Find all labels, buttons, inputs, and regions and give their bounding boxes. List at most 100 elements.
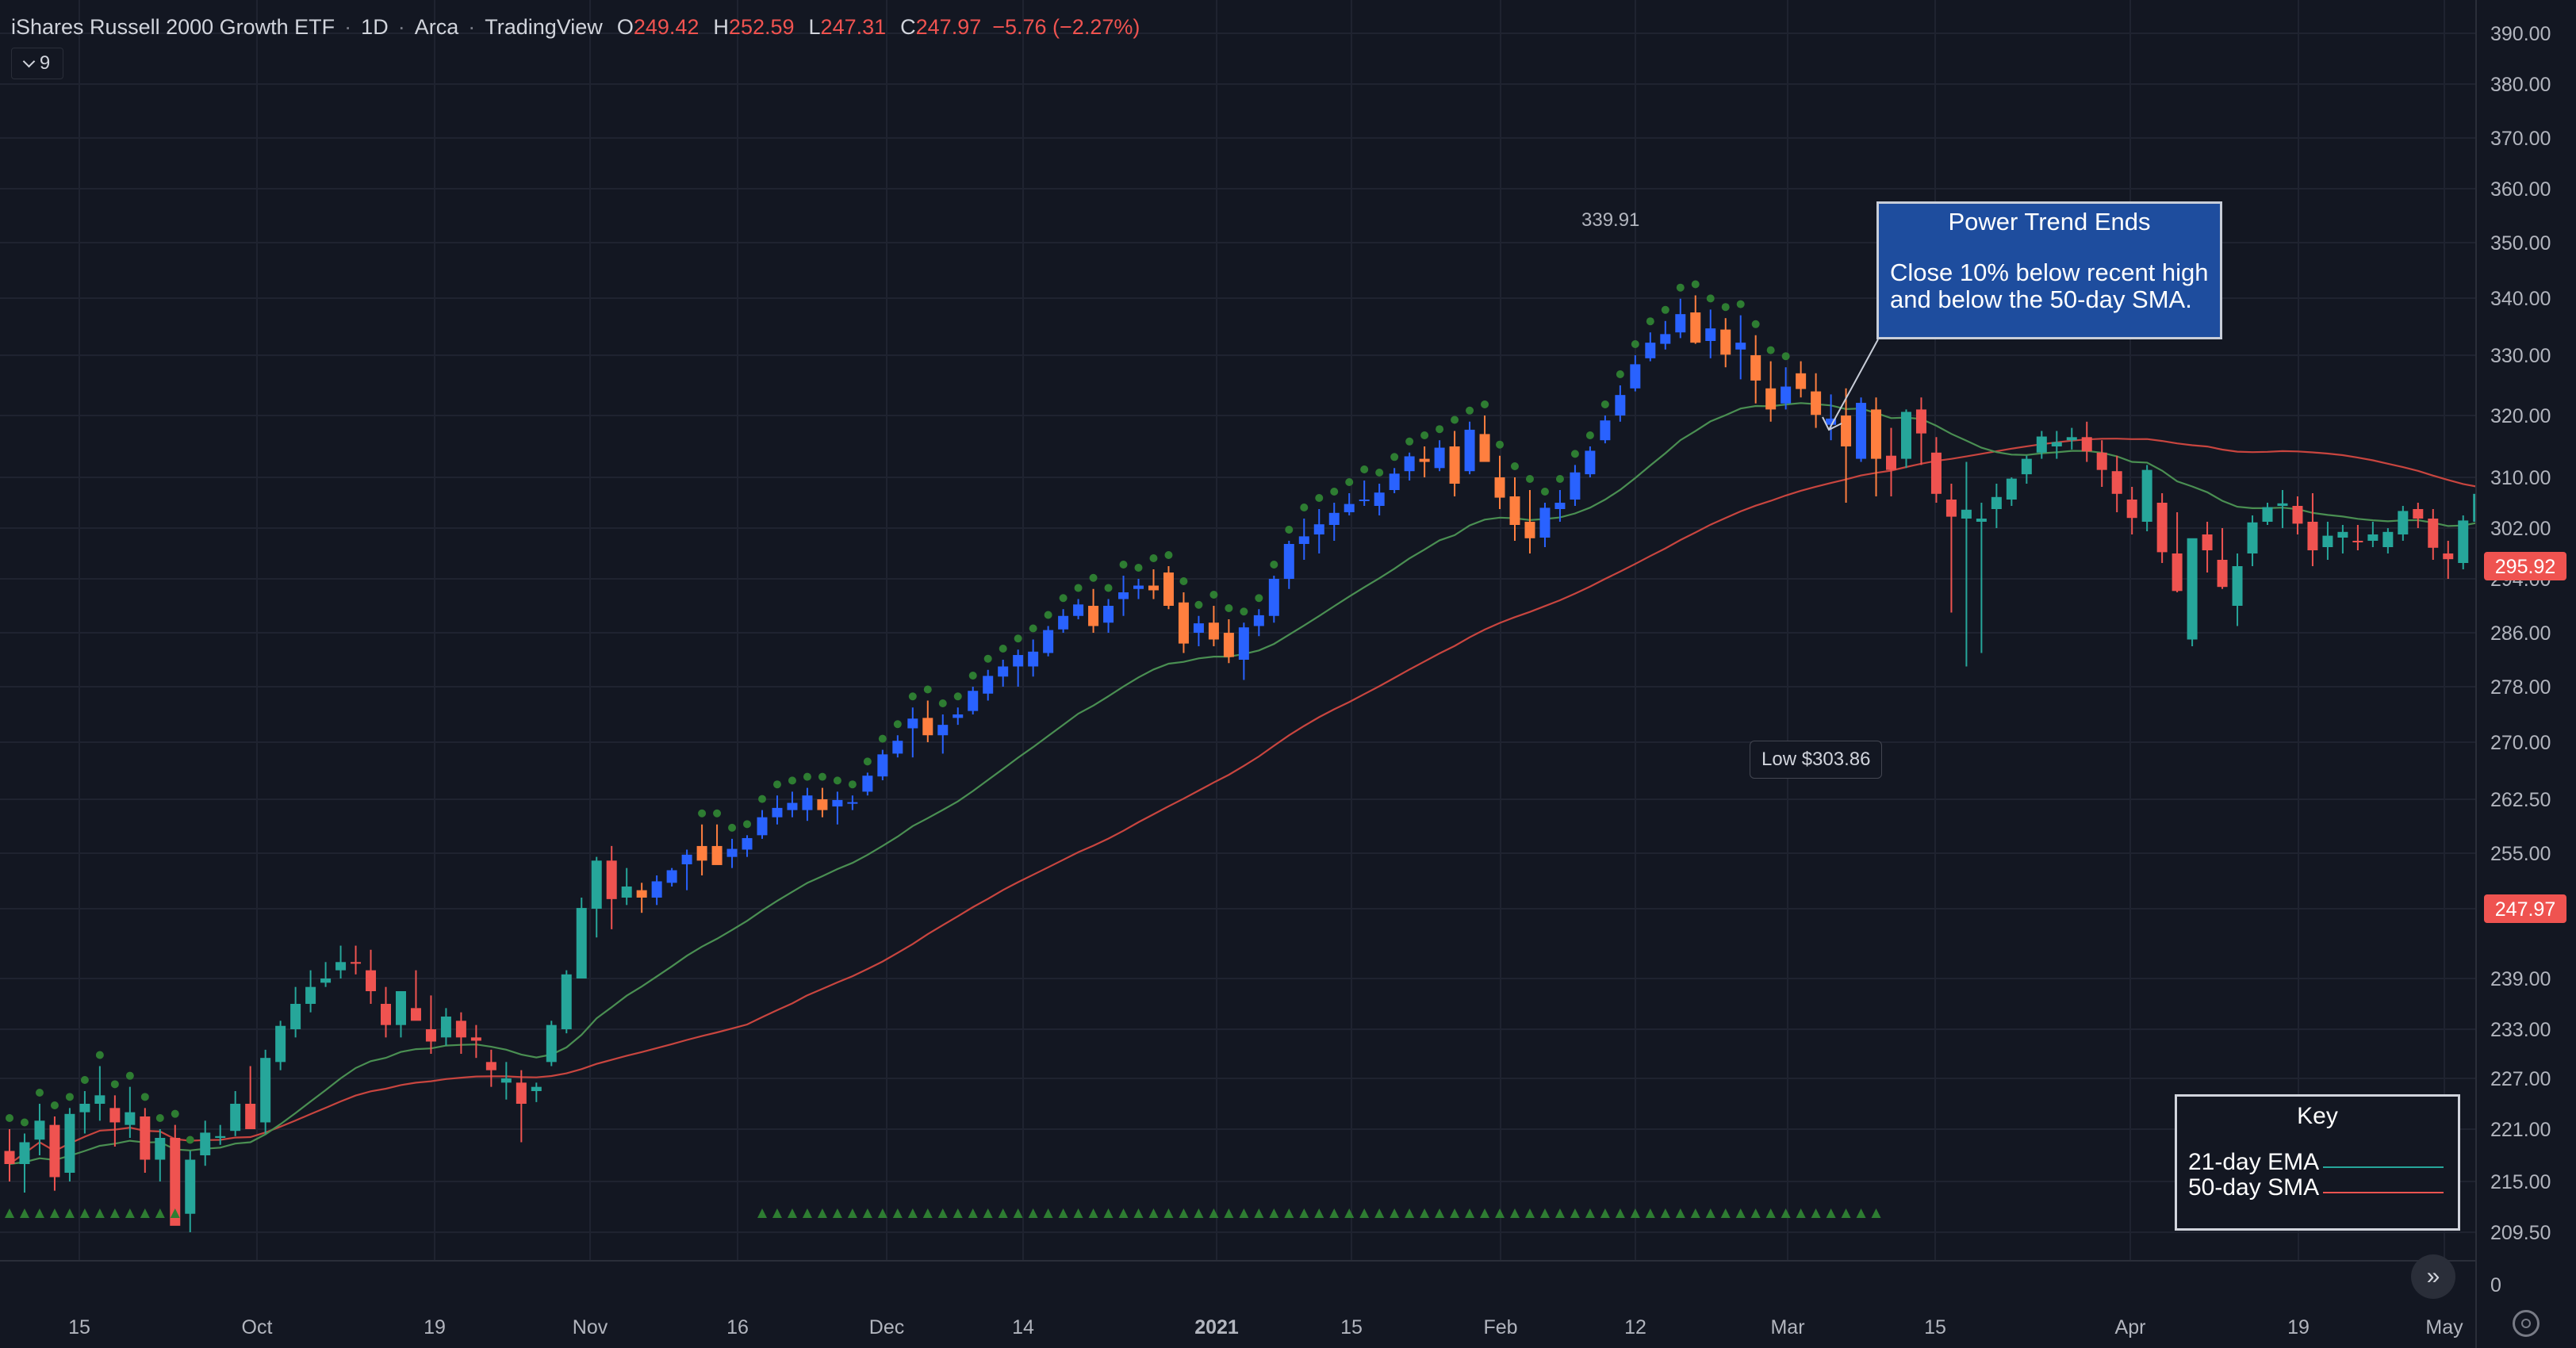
candle-body — [1298, 536, 1309, 544]
indicators-collapse-button[interactable]: 9 — [11, 48, 63, 79]
candle — [2307, 493, 2318, 566]
trend-marker — [1148, 1208, 1159, 1218]
trend-dot — [788, 776, 796, 785]
trend-dot — [1525, 475, 1534, 483]
candle — [1028, 639, 1039, 677]
trend-marker — [877, 1208, 887, 1218]
candle-body — [1163, 573, 1174, 606]
trend-dot — [1059, 594, 1068, 603]
trend-dot — [1616, 370, 1624, 378]
trend-dot — [1194, 600, 1203, 609]
candle — [1088, 588, 1099, 633]
candle — [606, 845, 617, 929]
candle — [726, 838, 738, 868]
trend-marker — [170, 1208, 180, 1218]
trend-dot — [1119, 561, 1128, 569]
y-tick-label: 255.00 — [2490, 843, 2551, 865]
trend-marker — [1374, 1208, 1385, 1218]
trend-marker — [847, 1208, 857, 1218]
candle-body — [621, 887, 632, 898]
trend-marker — [953, 1208, 963, 1218]
candle — [455, 1012, 466, 1054]
gear-icon[interactable] — [2513, 1310, 2540, 1337]
high-annotation: 339.91 — [1581, 209, 1640, 231]
candle-body — [651, 881, 662, 898]
candle-body — [1841, 416, 1852, 446]
trend-marker — [1329, 1208, 1340, 1218]
candle-body — [2337, 531, 2348, 538]
candle-body — [1826, 418, 1837, 425]
symbol-name[interactable]: iShares Russell 2000 Growth ETF — [11, 14, 335, 39]
candle-body — [1464, 429, 1475, 472]
candle — [109, 1095, 121, 1147]
trend-marker — [1480, 1208, 1490, 1218]
y-tick-label: 221.00 — [2490, 1119, 2551, 1141]
candle — [1494, 455, 1505, 509]
trend-marker — [1675, 1208, 1685, 1218]
trend-dot — [968, 672, 977, 680]
candle-body — [2322, 535, 2333, 547]
candle-body — [1554, 503, 1566, 509]
trend-dot — [1646, 317, 1654, 326]
candle — [1103, 599, 1114, 633]
candle-body — [1570, 472, 1581, 500]
candle-body — [109, 1108, 121, 1123]
y-tick-label: 340.00 — [2490, 288, 2551, 310]
trend-marker — [1450, 1208, 1460, 1218]
trend-marker — [140, 1208, 150, 1218]
trend-dot — [1330, 488, 1339, 496]
trend-dot — [1631, 340, 1639, 348]
candle — [2262, 503, 2273, 525]
trend-dot — [1751, 320, 1760, 328]
trend-marker — [1510, 1208, 1520, 1218]
candle-body — [200, 1132, 211, 1155]
y-tick-label: 360.00 — [2490, 178, 2551, 201]
candle-body — [1705, 328, 1716, 341]
trend-marker — [19, 1208, 29, 1218]
candle — [1193, 615, 1204, 646]
candle — [772, 795, 783, 825]
candle-body — [1043, 630, 1054, 653]
candle — [2202, 522, 2213, 573]
trend-marker — [1013, 1208, 1023, 1218]
candle-body — [2458, 520, 2469, 563]
candle-body — [2352, 541, 2363, 542]
power-trend-markers — [5, 1208, 1881, 1218]
trend-dot — [1345, 478, 1354, 486]
candle-body — [802, 795, 813, 810]
candle-body — [1389, 473, 1400, 490]
y-tick-label: 262.50 — [2490, 789, 2551, 811]
candle-body — [787, 802, 798, 810]
trend-marker — [79, 1208, 90, 1218]
candle — [410, 970, 421, 1021]
candle — [2458, 515, 2469, 569]
trend-dot — [155, 1114, 164, 1122]
candle-body — [2096, 452, 2107, 470]
trend-marker — [1314, 1208, 1324, 1218]
candle — [1163, 566, 1174, 610]
candle — [140, 1108, 151, 1173]
trend-marker — [1239, 1208, 1249, 1218]
candle — [892, 735, 903, 758]
trend-dot — [1285, 526, 1294, 534]
candle-body — [410, 1008, 421, 1021]
y-tick-label: 215.00 — [2490, 1171, 2551, 1193]
candle — [576, 898, 587, 978]
candle — [1389, 468, 1400, 493]
trend-dot — [1014, 634, 1022, 643]
legend-key: Key 21-day EMA 50-day SMA — [2175, 1094, 2460, 1231]
trend-dot — [1179, 577, 1188, 585]
scroll-to-realtime-button[interactable]: » — [2411, 1254, 2455, 1299]
trend-dot — [1270, 561, 1278, 569]
candle-body — [1238, 627, 1249, 660]
candle-body — [847, 802, 858, 804]
interval[interactable]: 1D — [361, 14, 389, 39]
candle-body — [2367, 534, 2379, 541]
y-tick-label: 286.00 — [2490, 622, 2551, 645]
trend-marker — [998, 1208, 1008, 1218]
candle — [998, 660, 1009, 687]
candle — [2443, 541, 2454, 579]
key-ema-label: 21-day EMA — [2188, 1149, 2320, 1175]
candle-body — [4, 1151, 15, 1164]
